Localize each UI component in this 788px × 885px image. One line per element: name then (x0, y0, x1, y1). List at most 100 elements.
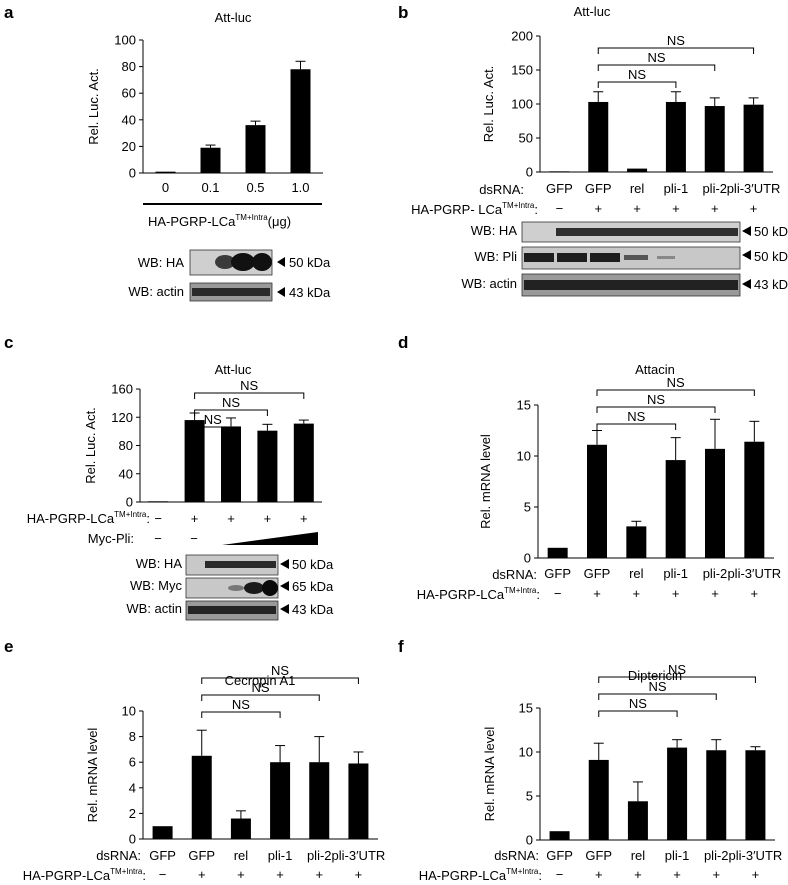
treatment-sign: + (300, 511, 308, 526)
treatment-sign: + (633, 586, 641, 601)
x-tick-label: pli-1 (268, 848, 293, 863)
y-axis-label: Rel. mRNA level (482, 727, 497, 822)
bar (744, 441, 765, 558)
blot-band (252, 253, 272, 271)
treatment-sign: − (554, 586, 562, 601)
bar (200, 147, 221, 173)
ha-row: − + + + + + (556, 201, 758, 216)
significance-label: NS (647, 392, 665, 407)
treatment-sign: + (673, 867, 681, 882)
significance-bracket (194, 392, 305, 399)
ha-row: − + + + + (154, 511, 307, 526)
blot-band (657, 256, 675, 259)
bar (184, 420, 205, 502)
treatment-sign: + (672, 586, 680, 601)
blot-band (557, 253, 587, 262)
x-tick-label: GFP (585, 848, 612, 863)
dsrna-label: dsRNA: (494, 848, 539, 863)
treatment-sign: + (276, 867, 284, 882)
treatment-sign: − (556, 867, 564, 882)
myc-gradient-wedge (222, 532, 318, 545)
significance-bracket (194, 426, 232, 433)
significance-label: NS (240, 378, 258, 393)
significance-bracket (194, 409, 268, 416)
panel-letter-c: c (4, 333, 13, 352)
treatment-sign: + (264, 511, 272, 526)
chart-b: Att-luc 0 50 100 150 200 Rel. Luc. Act. GFP GFP r… (481, 4, 780, 196)
x-tick-label: 0 (162, 180, 169, 195)
rows-d: dsRNA: HA-PGRP-LCaTM+Intra: − + + + + + (417, 567, 758, 602)
y-tick-label: 15 (517, 398, 531, 413)
bar (706, 750, 727, 840)
x-tick-label: pli-1 (665, 848, 690, 863)
blot-label: WB: HA (471, 223, 518, 238)
chart-d: Attacin 0 5 10 15 Rel. mRNA level GFP GFP rel pli… (478, 362, 781, 581)
significance-bracket (598, 676, 756, 683)
blot-size: 43 kDa (292, 602, 334, 617)
blot-size: 50 kDa (292, 557, 334, 572)
y-tick-label: 20 (122, 139, 136, 154)
blot-size: 43 kDa (754, 277, 788, 292)
significance-label: NS (648, 679, 666, 694)
arrowhead-icon (280, 604, 289, 614)
blot-size: 65 kDa (292, 579, 334, 594)
bar (309, 762, 330, 839)
bar (745, 750, 766, 840)
treatment-sign: + (595, 867, 603, 882)
panel-letter-e: e (4, 637, 13, 656)
treatment-sign: + (593, 586, 601, 601)
blot-band (556, 228, 738, 236)
y-tick-label: 4 (129, 780, 136, 795)
blots-c: WB: HA 50 kDa WB: Myc 65 kDa WB: actin 4… (126, 554, 334, 621)
y-tick-label: 2 (129, 806, 136, 821)
y-axis-label: Rel. Luc. Act. (481, 66, 496, 143)
ha-row-label: HA-PGRP- LCaTM+Intra: (411, 201, 538, 217)
ha-row-label: HA-PGRP-LCaTM+Intra: (27, 510, 150, 526)
arrowhead-icon (277, 287, 285, 297)
y-tick-label: 100 (511, 97, 533, 112)
treatment-sign: + (315, 867, 323, 882)
treatment-sign: + (227, 511, 235, 526)
rows-b: dsRNA: HA-PGRP- LCaTM+Intra: − + + + + + (411, 182, 757, 217)
y-tick-label: 0 (526, 833, 533, 848)
panel-letter-d: d (398, 333, 408, 352)
y-tick-label: 8 (129, 729, 136, 744)
bar (191, 755, 212, 839)
rows-c: HA-PGRP-LCaTM+Intra: − + + + + Myc-Pli: − − (27, 510, 318, 546)
blots-a: WB: HA 50 kDa WB: actin 43 kDa (128, 249, 331, 302)
blot-label: WB: actin (128, 284, 184, 299)
arrowhead-icon (742, 226, 751, 236)
treatment-sign: + (711, 201, 719, 216)
x-tick-label: pli-2 (703, 566, 728, 581)
blot-band (524, 253, 554, 262)
bar (221, 426, 241, 502)
bar (155, 171, 176, 173)
blot-band (244, 582, 264, 594)
y-tick-label: 160 (111, 382, 133, 397)
blot-size: 50 kDa (754, 249, 788, 264)
chart-title: Att-luc (215, 362, 252, 377)
bar (348, 763, 369, 839)
blot-label: WB: Myc (130, 578, 182, 593)
myc-row-value: − (190, 531, 198, 546)
blot-label: WB: actin (126, 601, 182, 616)
myc-row-value: − (154, 531, 162, 546)
panel-letter-a: a (4, 3, 14, 22)
ha-row: − + + + + + (556, 867, 759, 882)
arrowhead-icon (280, 581, 289, 591)
chart-e: Cecropin A1 0 2 4 6 8 10 Rel. mRNA level GFP GFP r… (85, 663, 385, 863)
treatment-sign: + (237, 867, 245, 882)
significance-bracket (596, 406, 716, 413)
x-tick-label: 0.5 (246, 180, 264, 195)
bar (270, 762, 291, 839)
significance-bracket (597, 81, 677, 88)
significance-bracket (201, 711, 281, 718)
x-tick-label: GFP (546, 848, 573, 863)
y-tick-label: 0 (526, 165, 533, 180)
y-tick-label: 10 (122, 704, 136, 719)
x-tick-label: rel (234, 848, 249, 863)
myc-row-label: Myc-Pli: (88, 531, 134, 546)
bar (588, 101, 609, 172)
y-tick-label: 40 (119, 466, 133, 481)
